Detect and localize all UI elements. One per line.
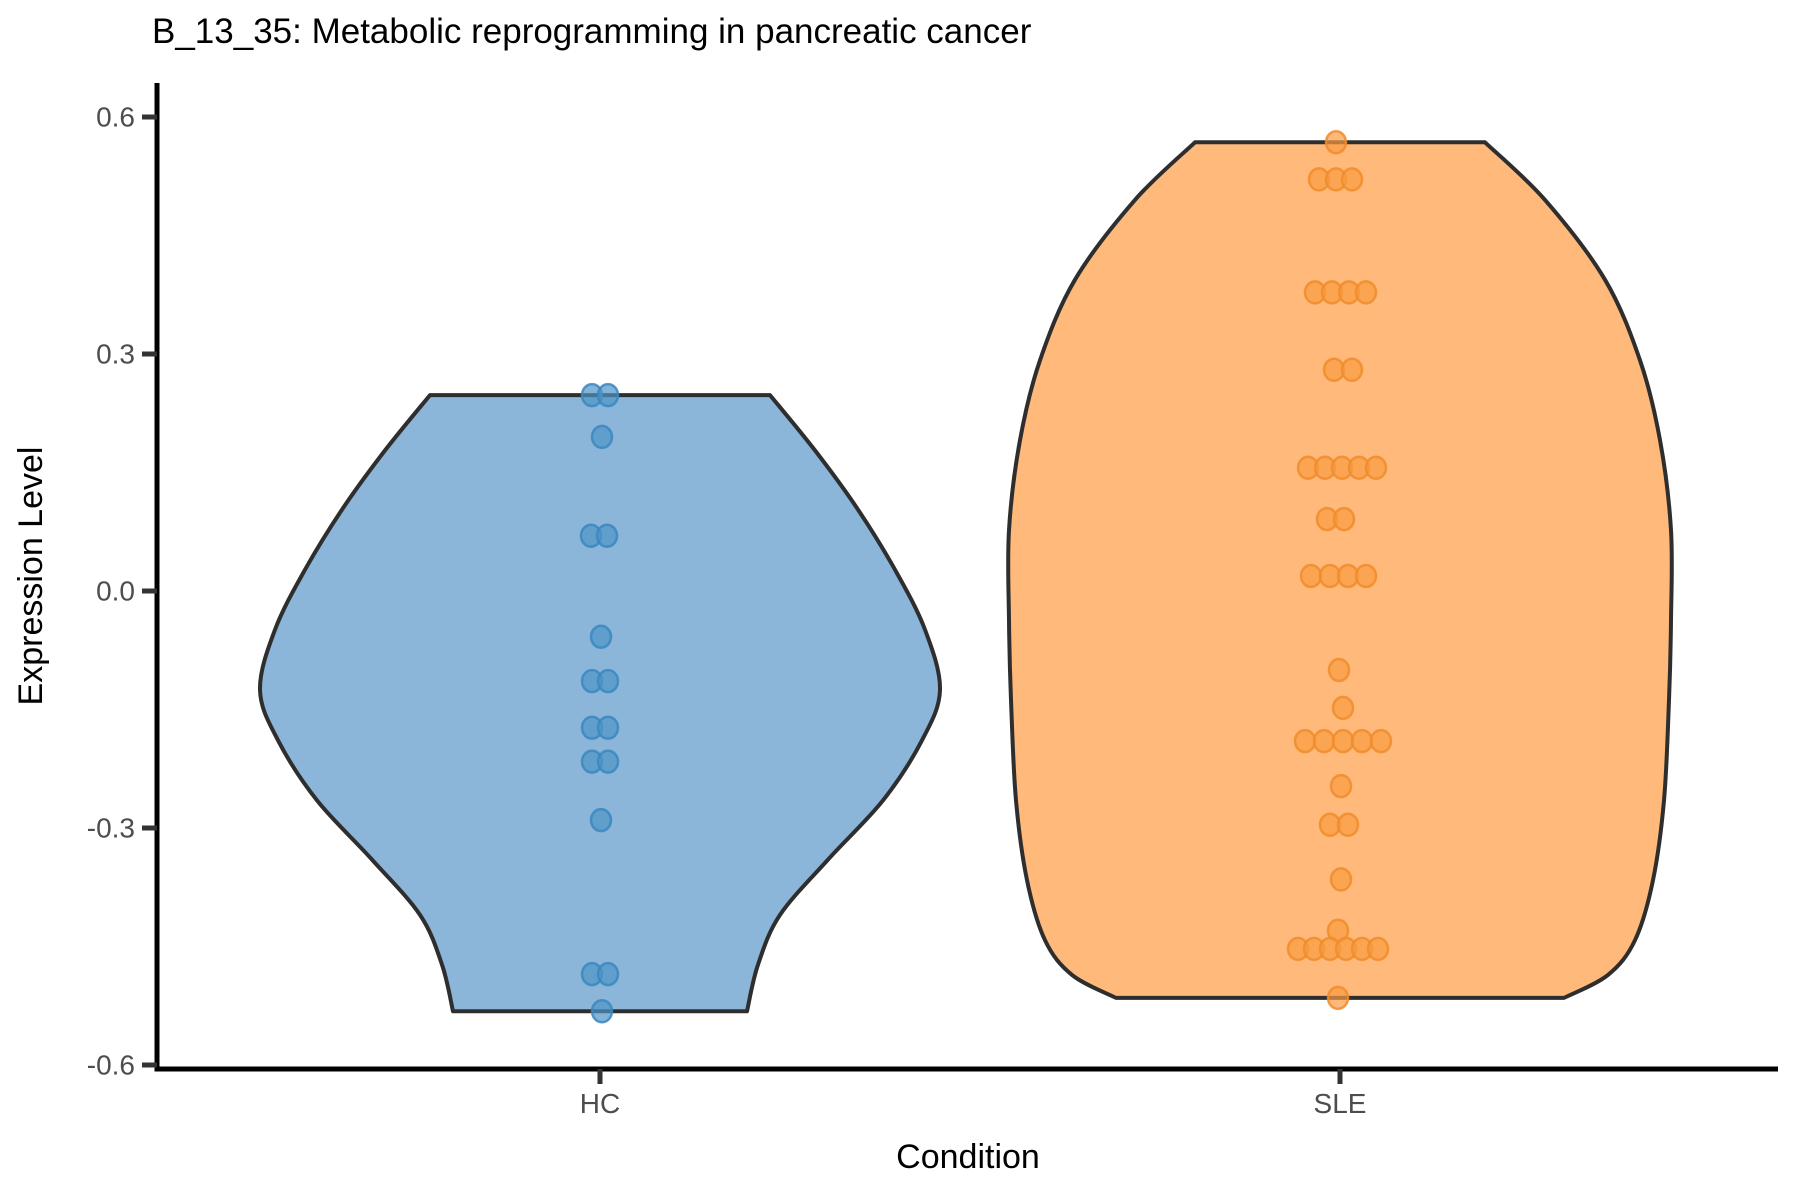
x-tick-label: SLE [1314, 1088, 1367, 1119]
data-point-sle [1327, 657, 1351, 683]
axes-layer: 0.6 0.3 0.0 -0.3 -0.6 HC SLE [87, 83, 1778, 1119]
jitter-point-layer [579, 130, 1393, 1024]
data-point-sle [1332, 506, 1356, 532]
data-point-hc [596, 961, 620, 987]
y-axis-title: Expression Level [12, 447, 50, 706]
data-point-hc [596, 668, 620, 694]
data-point-sle [1354, 563, 1378, 589]
data-point-sle [1336, 812, 1360, 838]
data-point-hc [590, 999, 614, 1024]
x-tick-label: HC [580, 1088, 620, 1119]
x-axis-title: Condition [896, 1138, 1040, 1176]
data-point-hc [595, 523, 619, 548]
data-point-sle [1366, 936, 1390, 962]
y-tick-label: 0.0 [96, 576, 135, 607]
data-point-hc [596, 382, 620, 408]
data-point-hc [589, 624, 613, 650]
x-axis-ticks: HC SLE [580, 1069, 1367, 1119]
data-point-sle [1293, 728, 1317, 754]
y-tick-label: 0.6 [96, 102, 135, 133]
data-point-sle [1312, 728, 1336, 754]
data-point-hc [596, 715, 620, 740]
data-point-sle [1324, 130, 1348, 155]
data-point-hc [590, 424, 614, 450]
y-tick-label: -0.6 [87, 1050, 135, 1081]
data-point-sle [1326, 985, 1350, 1011]
data-point-hc [596, 749, 620, 774]
data-point-sle [1354, 280, 1378, 305]
data-point-sle [1369, 728, 1393, 754]
data-point-sle [1350, 728, 1374, 754]
data-point-sle [1329, 773, 1353, 799]
plot-title: B_13_35: Metabolic reprogramming in panc… [152, 12, 1032, 51]
y-tick-label: 0.3 [96, 339, 135, 370]
data-point-sle [1340, 357, 1364, 383]
data-point-sle [1329, 867, 1353, 892]
data-point-sle [1340, 167, 1364, 192]
data-point-sle [1364, 455, 1388, 481]
data-point-sle [1299, 563, 1323, 589]
data-point-sle [1331, 728, 1355, 754]
violin-hc [257, 393, 943, 1014]
violin-layer [257, 140, 1674, 1014]
y-axis-ticks: 0.6 0.3 0.0 -0.3 -0.6 [87, 102, 157, 1081]
data-point-hc [589, 807, 613, 833]
y-tick-label: -0.3 [87, 813, 135, 844]
data-point-sle [1331, 695, 1355, 721]
